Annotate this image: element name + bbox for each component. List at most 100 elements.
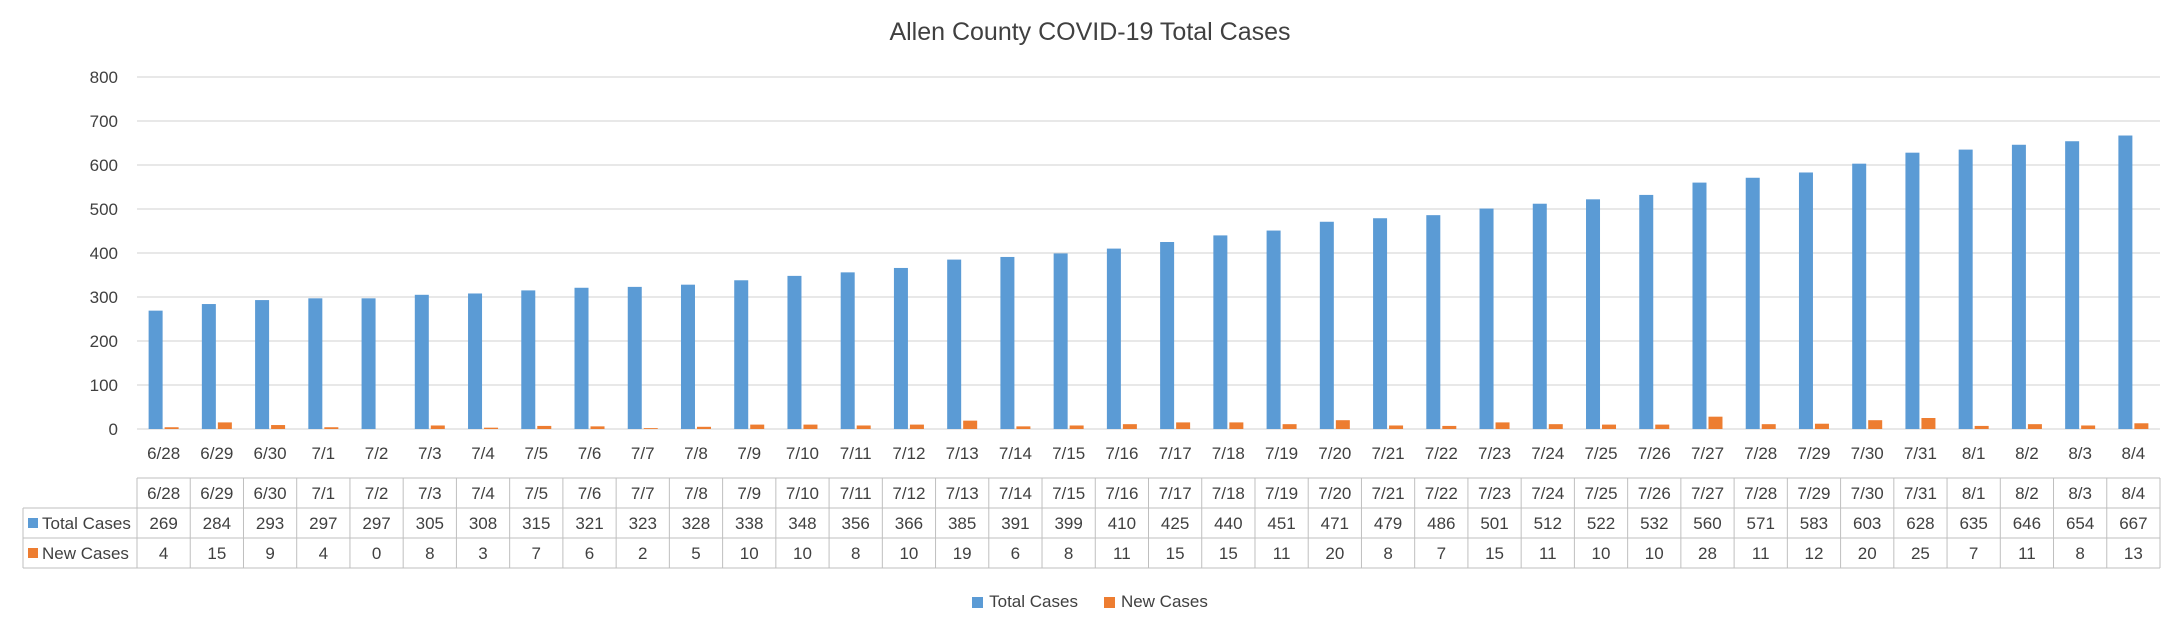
- table-header-cell: 6/29: [200, 484, 233, 503]
- x-tick-label: 7/6: [578, 444, 602, 463]
- table-cell-new-cases: 7: [532, 544, 541, 563]
- table-cell-new-cases: 7: [1437, 544, 1446, 563]
- bar-total-cases: [308, 298, 323, 429]
- table-cell-total-cases: 269: [149, 514, 177, 533]
- bar-new-cases: [2134, 423, 2149, 429]
- x-tick-label: 7/13: [946, 444, 979, 463]
- bar-new-cases: [484, 427, 499, 429]
- y-tick-label: 800: [90, 68, 118, 87]
- table-header-cell: 8/3: [2068, 484, 2092, 503]
- x-tick-label: 7/14: [999, 444, 1032, 463]
- table-header-cell: 7/31: [1904, 484, 1937, 503]
- x-tick-label: 6/30: [254, 444, 287, 463]
- y-tick-label: 300: [90, 288, 118, 307]
- x-tick-label: 7/25: [1584, 444, 1617, 463]
- legend-item-new-cases: New Cases: [1103, 592, 1208, 612]
- bar-total-cases: [1905, 152, 1920, 429]
- bar-total-cases: [680, 284, 695, 429]
- table-header-cell: 7/25: [1584, 484, 1617, 503]
- table-cell-total-cases: 486: [1427, 514, 1455, 533]
- bar-new-cases: [1708, 416, 1723, 429]
- bar-total-cases: [2118, 135, 2133, 429]
- table-header-cell: 7/6: [578, 484, 602, 503]
- table-header-cell: 7/10: [786, 484, 819, 503]
- bar-new-cases: [2027, 424, 2042, 429]
- table-header-cell: 7/27: [1691, 484, 1724, 503]
- x-tick-label: 7/28: [1744, 444, 1777, 463]
- x-tick-label: 7/12: [892, 444, 925, 463]
- table-cell-total-cases: 451: [1267, 514, 1295, 533]
- table-cell-total-cases: 366: [895, 514, 923, 533]
- x-tick-label: 7/8: [684, 444, 708, 463]
- y-tick-label: 0: [109, 420, 118, 439]
- x-tick-label: 7/20: [1318, 444, 1351, 463]
- table-cell-new-cases: 19: [953, 544, 972, 563]
- table-header-cell: 7/26: [1638, 484, 1671, 503]
- bar-new-cases: [1389, 425, 1404, 429]
- table-cell-total-cases: 338: [735, 514, 763, 533]
- bar-new-cases: [537, 425, 552, 429]
- table-cell-total-cases: 628: [1906, 514, 1934, 533]
- x-tick-label: 7/1: [312, 444, 336, 463]
- table-cell-total-cases: 297: [362, 514, 390, 533]
- bar-total-cases: [1479, 208, 1494, 429]
- table-header-cell: 7/1: [312, 484, 336, 503]
- table-header-cell: 7/16: [1105, 484, 1138, 503]
- table-header-cell: 7/5: [524, 484, 548, 503]
- x-tick-label: 7/30: [1851, 444, 1884, 463]
- table-cell-total-cases: 308: [469, 514, 497, 533]
- bar-total-cases: [627, 286, 642, 429]
- table-cell-total-cases: 305: [416, 514, 444, 533]
- table-cell-total-cases: 471: [1321, 514, 1349, 533]
- table-cell-new-cases: 11: [1113, 544, 1131, 563]
- table-cell-total-cases: 532: [1640, 514, 1668, 533]
- table-cell-new-cases: 11: [1539, 544, 1557, 563]
- x-tick-label: 7/19: [1265, 444, 1298, 463]
- table-header-cell: 6/30: [254, 484, 287, 503]
- table-cell-new-cases: 8: [1383, 544, 1392, 563]
- table-cell-total-cases: 440: [1214, 514, 1242, 533]
- table-cell-new-cases: 3: [478, 544, 487, 563]
- x-tick-label: 7/2: [365, 444, 389, 463]
- y-tick-label: 400: [90, 244, 118, 263]
- x-tick-label: 7/23: [1478, 444, 1511, 463]
- bar-total-cases: [1798, 172, 1813, 430]
- table-cell-total-cases: 501: [1480, 514, 1508, 533]
- table-cell-new-cases: 28: [1698, 544, 1717, 563]
- x-tick-label: 7/3: [418, 444, 442, 463]
- bar-new-cases: [2081, 425, 2096, 429]
- bar-new-cases: [590, 426, 605, 429]
- table-cell-total-cases: 410: [1108, 514, 1136, 533]
- table-cell-new-cases: 8: [425, 544, 434, 563]
- x-tick-label: 7/9: [737, 444, 761, 463]
- table-header-cell: 7/4: [471, 484, 495, 503]
- table-cell-total-cases: 654: [2066, 514, 2094, 533]
- table-header-cell: 7/28: [1744, 484, 1777, 503]
- bar-new-cases: [1229, 422, 1244, 429]
- table-header-cell: 7/15: [1052, 484, 1085, 503]
- bar-total-cases: [1692, 182, 1707, 429]
- bar-total-cases: [787, 275, 802, 429]
- table-header-cell: 7/17: [1159, 484, 1192, 503]
- bar-new-cases: [1122, 424, 1137, 429]
- bar-new-cases: [1495, 422, 1510, 429]
- table-cell-total-cases: 348: [788, 514, 816, 533]
- x-tick-label: 7/17: [1159, 444, 1192, 463]
- bar-total-cases: [893, 267, 908, 429]
- bar-new-cases: [1016, 426, 1031, 429]
- table-header-cell: 7/21: [1372, 484, 1405, 503]
- table-cell-new-cases: 20: [1858, 544, 1877, 563]
- bar-new-cases: [1868, 420, 1883, 429]
- table-cell-total-cases: 385: [948, 514, 976, 533]
- table-cell-total-cases: 293: [256, 514, 284, 533]
- table-cell-total-cases: 603: [1853, 514, 1881, 533]
- table-cell-total-cases: 323: [629, 514, 657, 533]
- table-cell-total-cases: 391: [1001, 514, 1029, 533]
- bar-total-cases: [148, 310, 163, 429]
- x-tick-label: 6/29: [200, 444, 233, 463]
- bar-new-cases: [1442, 425, 1457, 429]
- x-tick-label: 7/5: [524, 444, 548, 463]
- bar-total-cases: [734, 280, 749, 429]
- y-tick-label: 100: [90, 376, 118, 395]
- bar-new-cases: [1176, 422, 1191, 429]
